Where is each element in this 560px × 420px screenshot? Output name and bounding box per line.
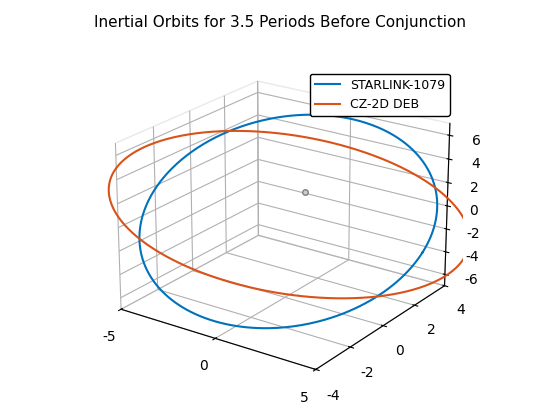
Title: Inertial Orbits for 3.5 Periods Before Conjunction: Inertial Orbits for 3.5 Periods Before C…: [94, 15, 466, 30]
Legend: STARLINK-1079, CZ-2D DEB: STARLINK-1079, CZ-2D DEB: [310, 74, 450, 116]
